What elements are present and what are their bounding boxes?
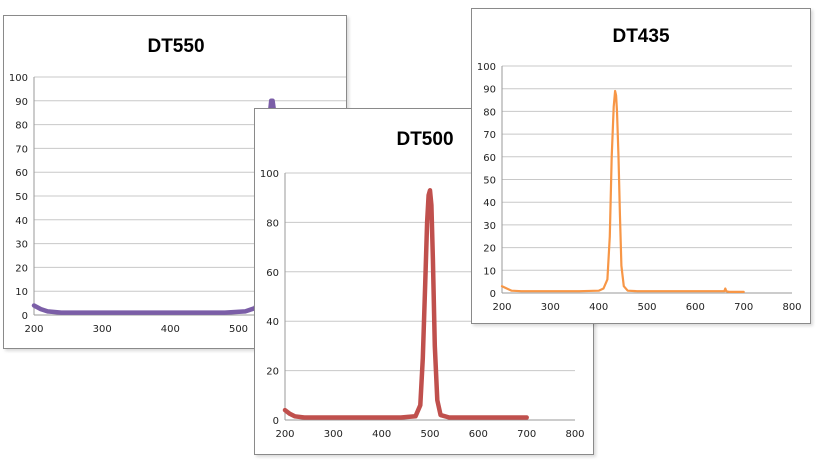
y-tick-label: 100 — [9, 73, 28, 84]
chart-title: DT550 — [147, 36, 204, 57]
x-tick-labels: 200 300 400 500 600 700 800 — [492, 302, 801, 313]
y-tick-labels: 0 10 20 30 40 50 60 70 80 90 100 — [477, 62, 496, 300]
x-tick-label: 600 — [469, 429, 488, 440]
y-tick-label: 10 — [483, 266, 496, 277]
x-tick-label: 200 — [492, 302, 511, 313]
y-tick-label: 0 — [22, 311, 28, 322]
y-tick-label: 100 — [477, 62, 496, 73]
y-tick-label: 90 — [15, 97, 28, 108]
y-tick-label: 80 — [266, 218, 279, 229]
x-tick-label: 400 — [372, 429, 391, 440]
y-tick-label: 20 — [15, 263, 28, 274]
chart-panel-dt435: DT435 200 300 400 500 600 700 800 0 10 20 30 40 50 6… — [471, 8, 811, 324]
x-tick-label: 800 — [565, 429, 584, 440]
y-tick-label: 30 — [15, 240, 28, 251]
y-tick-label: 40 — [483, 198, 496, 209]
x-tick-label: 300 — [324, 429, 343, 440]
x-tick-label: 700 — [734, 302, 753, 313]
x-tick-label: 300 — [93, 324, 112, 335]
chart-title: DT500 — [396, 129, 453, 150]
x-tick-label: 500 — [637, 302, 656, 313]
y-tick-label: 0 — [490, 289, 496, 300]
y-tick-label: 50 — [483, 176, 496, 187]
y-tick-labels: 0 20 40 60 80 100 — [260, 169, 279, 427]
y-tick-labels: 0 10 20 30 40 50 60 70 80 90 100 — [9, 73, 28, 322]
x-tick-label: 400 — [161, 324, 180, 335]
chart-title: DT435 — [612, 26, 669, 47]
y-tick-label: 30 — [483, 221, 496, 232]
x-tick-label: 300 — [541, 302, 560, 313]
y-tick-label: 80 — [15, 121, 28, 132]
x-tick-label: 400 — [589, 302, 608, 313]
x-tick-label: 200 — [275, 429, 294, 440]
y-tick-label: 70 — [15, 144, 28, 155]
y-tick-label: 40 — [15, 216, 28, 227]
spectrum-series — [282, 188, 529, 420]
x-tick-labels: 200 300 400 500 600 700 800 — [275, 429, 584, 440]
y-tick-label: 20 — [266, 367, 279, 378]
series-line-dt500 — [282, 188, 529, 420]
y-tick-label: 90 — [483, 85, 496, 96]
y-tick-label: 80 — [483, 107, 496, 118]
y-tick-label: 100 — [260, 169, 279, 180]
y-tick-label: 20 — [483, 244, 496, 255]
y-tick-label: 60 — [483, 153, 496, 164]
grid-lines — [501, 65, 792, 294]
x-tick-label: 700 — [517, 429, 536, 440]
y-tick-label: 10 — [15, 287, 28, 298]
series-line-dt435 — [500, 89, 745, 293]
chart-dt435: DT435 200 300 400 500 600 700 800 0 10 20 30 40 50 6… — [477, 26, 802, 313]
x-tick-label: 600 — [686, 302, 705, 313]
y-tick-label: 70 — [483, 130, 496, 141]
y-tick-label: 60 — [266, 268, 279, 279]
y-tick-label: 60 — [15, 168, 28, 179]
spectrum-series — [500, 89, 745, 293]
y-tick-label: 0 — [273, 416, 279, 427]
y-tick-label: 40 — [266, 317, 279, 328]
x-tick-label: 200 — [24, 324, 43, 335]
y-tick-label: 50 — [15, 192, 28, 203]
x-tick-label: 500 — [420, 429, 439, 440]
x-tick-label: 500 — [229, 324, 248, 335]
x-tick-label: 800 — [782, 302, 801, 313]
